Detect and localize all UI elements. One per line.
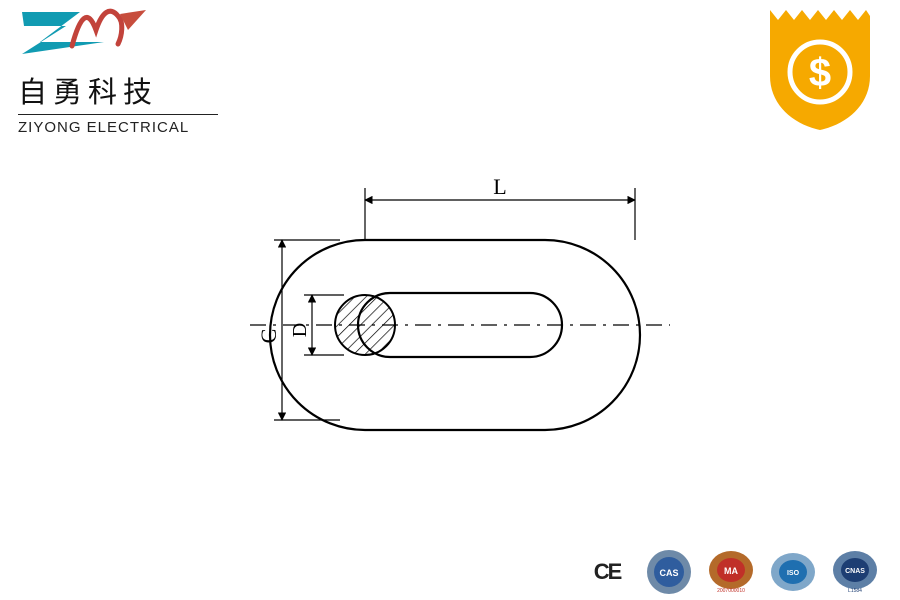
svg-text:MA: MA [724,566,738,576]
certification-row: CE CAS MA 2007000010 ISO CNAS L1584 [580,552,882,592]
svg-text:L1584: L1584 [848,588,862,594]
cert-ce: CE [580,552,634,592]
cert-ce-label: CE [594,559,621,585]
company-name-cn: 自勇科技 [18,69,218,115]
badge-symbol: $ [809,51,831,95]
dim-label-C: C [256,329,281,344]
dim-label-D: D [289,323,311,337]
price-badge: $ [762,6,878,132]
cert-cas: CAS [642,552,696,592]
cert-iso: ISO [766,552,820,592]
cert-cnas: CNAS L1584 [828,552,882,592]
dim-label-L: L [493,174,506,199]
cert-ma: MA 2007000010 [704,552,758,592]
chain-link-diagram: L C D [240,170,680,470]
company-logo-block: 自勇科技 ZIYONG ELECTRICAL [18,6,218,136]
svg-text:2007000010: 2007000010 [717,588,745,594]
svg-text:ISO: ISO [787,570,800,577]
svg-text:CNAS: CNAS [845,568,865,575]
svg-text:CAS: CAS [659,568,678,578]
company-name-en: ZIYONG ELECTRICAL [18,119,218,136]
logo-mark [18,6,158,62]
